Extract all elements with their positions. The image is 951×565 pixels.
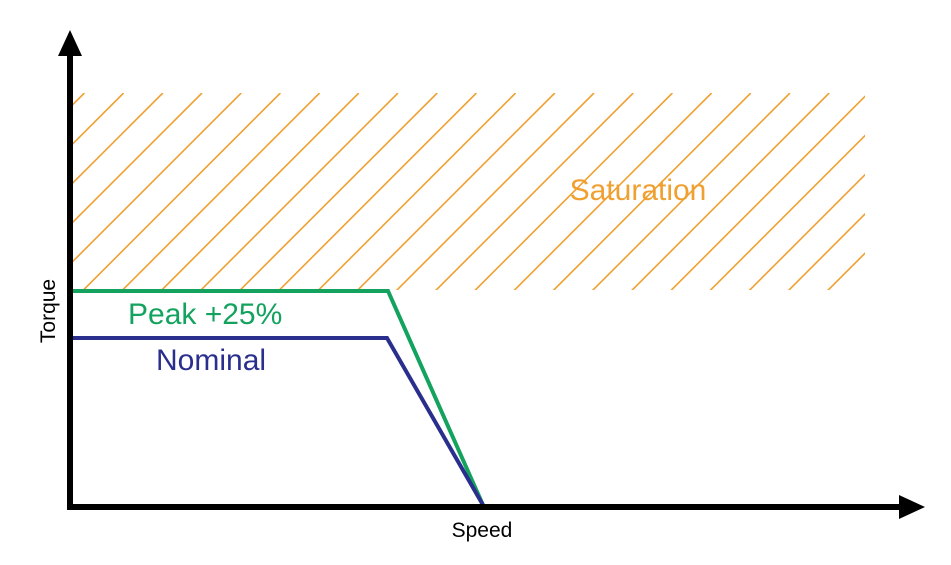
y-axis-label: Torque	[37, 279, 60, 343]
x-axis-arrow-icon	[899, 495, 925, 519]
hatch-line	[631, 93, 830, 290]
peak-label: Peak +25%	[128, 298, 282, 331]
hatch-line	[827, 252, 865, 290]
hatch-line	[552, 93, 752, 290]
hatch-line	[356, 93, 556, 290]
hatch-line	[72, 93, 242, 264]
hatch-line	[395, 93, 595, 290]
hatch-line	[72, 93, 203, 225]
hatch-line	[513, 93, 713, 290]
x-axis-label: Speed	[452, 519, 513, 542]
hatch-line	[709, 134, 865, 290]
nominal-label: Nominal	[156, 344, 266, 377]
hatch-line	[0, 93, 45, 308]
hatch-line	[670, 95, 865, 290]
hatch-line	[199, 93, 399, 290]
nominal-curve	[70, 336, 485, 506]
hatch-line	[72, 93, 164, 185]
y-axis-arrow-icon	[58, 30, 82, 56]
hatch-line	[591, 93, 791, 290]
hatch-line	[239, 93, 438, 290]
hatch-line	[160, 93, 360, 290]
hatch-line	[0, 93, 6, 308]
hatch-line	[121, 93, 321, 290]
hatch-line	[849, 93, 951, 308]
hatch-line	[748, 173, 865, 290]
saturation-region-hatch	[0, 93, 951, 308]
hatch-line	[72, 93, 125, 146]
hatch-line	[435, 93, 634, 290]
hatch-line	[317, 93, 517, 290]
hatch-line	[82, 93, 281, 290]
hatch-line	[787, 212, 865, 290]
hatch-line	[278, 93, 477, 290]
saturation-label: Saturation	[570, 174, 707, 207]
peak-curve	[70, 289, 485, 506]
hatch-line	[474, 93, 673, 290]
